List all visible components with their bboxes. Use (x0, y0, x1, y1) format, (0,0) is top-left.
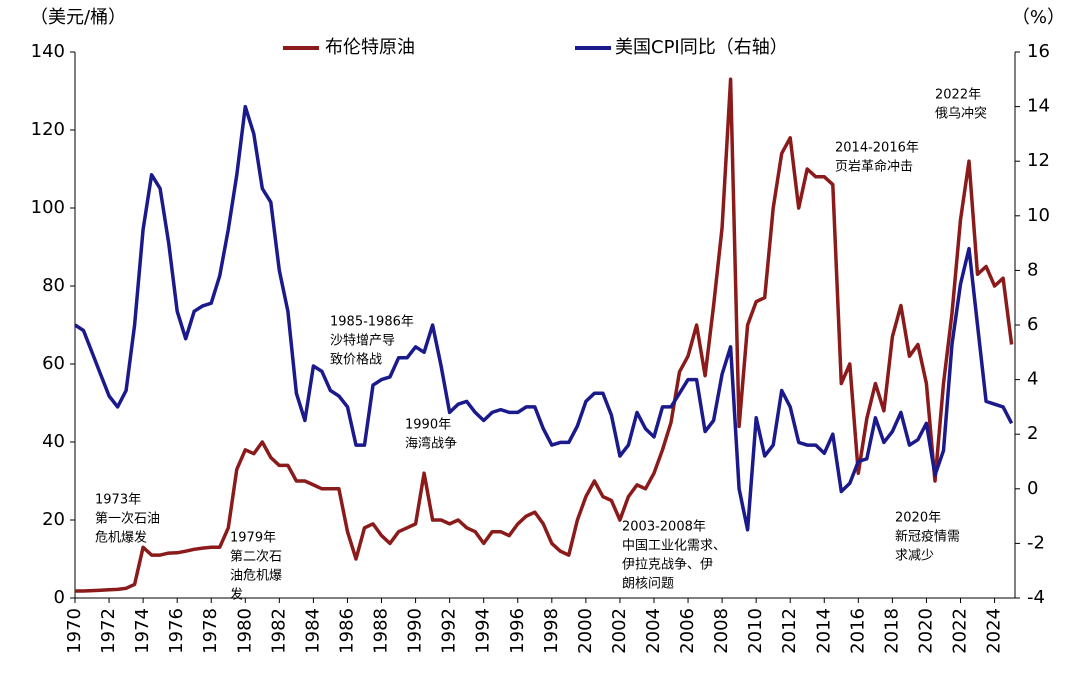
y2-tick-label: -2 (1027, 532, 1045, 553)
x-tick-label: 2014 (813, 608, 834, 654)
x-tick-label: 1974 (132, 608, 153, 654)
annotation: 危机爆发 (95, 530, 147, 546)
y2-tick-label: 2 (1027, 423, 1038, 444)
x-tick-label: 1998 (541, 608, 562, 654)
annotation: 求减少 (895, 549, 934, 564)
x-tick-label: 1996 (507, 608, 528, 654)
x-tick-label: 2010 (745, 608, 766, 654)
y2-tick-label: 14 (1027, 96, 1050, 117)
annotation: 中国工业化需求、 (622, 539, 726, 554)
series-line (75, 77, 1014, 593)
y2-tick-label: 4 (1027, 369, 1038, 390)
x-tick-label: 1986 (336, 608, 357, 654)
y-tick-label: 140 (31, 41, 65, 62)
y-tick-label: 0 (54, 587, 65, 608)
annotation: 2022年 (935, 88, 981, 103)
x-tick-label: 2000 (575, 608, 596, 654)
y2-tick-label: 8 (1027, 259, 1038, 280)
annotation: 第二次石 (230, 549, 282, 565)
x-tick-label: 2022 (950, 608, 971, 654)
x-tick-label: 1992 (439, 608, 460, 654)
legend-label: 美国CPI同比（右轴） (615, 37, 788, 58)
x-tick-label: 2004 (643, 608, 664, 654)
y-axis-label: （美元/桶） (30, 7, 126, 28)
x-tick-label: 2008 (711, 608, 732, 654)
x-tick-label: 1980 (234, 608, 255, 654)
x-tick-label: 1990 (405, 608, 426, 654)
annotation: 第一次石油 (95, 511, 160, 527)
y2-tick-label: -4 (1027, 587, 1045, 608)
y-tick-label: 80 (42, 275, 65, 296)
x-tick-label: 1972 (98, 608, 119, 654)
x-tick-label: 1976 (166, 608, 187, 654)
x-tick-label: 2016 (847, 608, 868, 654)
annotation: 海湾战争 (405, 436, 457, 452)
x-tick-label: 1988 (371, 608, 392, 654)
x-tick-label: 1982 (268, 608, 289, 654)
x-tick-label: 2012 (779, 608, 800, 654)
x-tick-label: 1978 (200, 608, 221, 654)
annotation: 1985-1986年 (330, 315, 414, 330)
x-tick-label: 2006 (677, 608, 698, 654)
y-tick-label: 100 (31, 197, 65, 218)
y-tick-label: 60 (42, 353, 65, 374)
series-line (74, 104, 1014, 532)
y2-tick-label: 10 (1027, 205, 1050, 226)
y-tick-label: 120 (31, 119, 65, 140)
x-tick-label: 2024 (984, 608, 1005, 654)
annotation: 1979年 (230, 531, 276, 546)
annotation: 1973年 (95, 493, 141, 508)
annotation: 朗核问题 (622, 577, 674, 592)
x-tick-label: 1984 (302, 608, 323, 654)
y2-tick-label: 16 (1027, 41, 1050, 62)
y2-axis-label: （%） (1012, 7, 1065, 28)
annotation: 发 (230, 587, 243, 603)
annotation: 页岩革命冲击 (835, 159, 913, 175)
x-tick-label: 1970 (64, 608, 85, 654)
x-tick-label: 2002 (609, 608, 630, 654)
y-tick-label: 40 (42, 431, 65, 452)
y2-tick-label: 6 (1027, 314, 1038, 335)
annotation: 致价格战 (330, 352, 382, 368)
annotation: 新冠疫情需 (895, 529, 960, 545)
annotation: 沙特增产导 (330, 334, 395, 349)
x-tick-label: 2018 (881, 608, 902, 654)
annotation: 2020年 (895, 511, 941, 526)
annotation: 2014-2016年 (835, 141, 919, 156)
annotation: 伊拉克战争、伊 (622, 558, 713, 573)
y-tick-label: 20 (42, 509, 65, 530)
annotation: 俄乌冲突 (935, 106, 987, 122)
y2-tick-label: 0 (1027, 478, 1038, 499)
x-tick-label: 1994 (473, 608, 494, 654)
annotation: 1990年 (405, 418, 451, 433)
x-tick-label: 2020 (915, 608, 936, 654)
annotation: 油危机爆 (230, 569, 282, 584)
legend-label: 布伦特原油 (325, 37, 415, 58)
annotation: 2003-2008年 (622, 520, 706, 535)
y2-tick-label: 12 (1027, 150, 1050, 171)
